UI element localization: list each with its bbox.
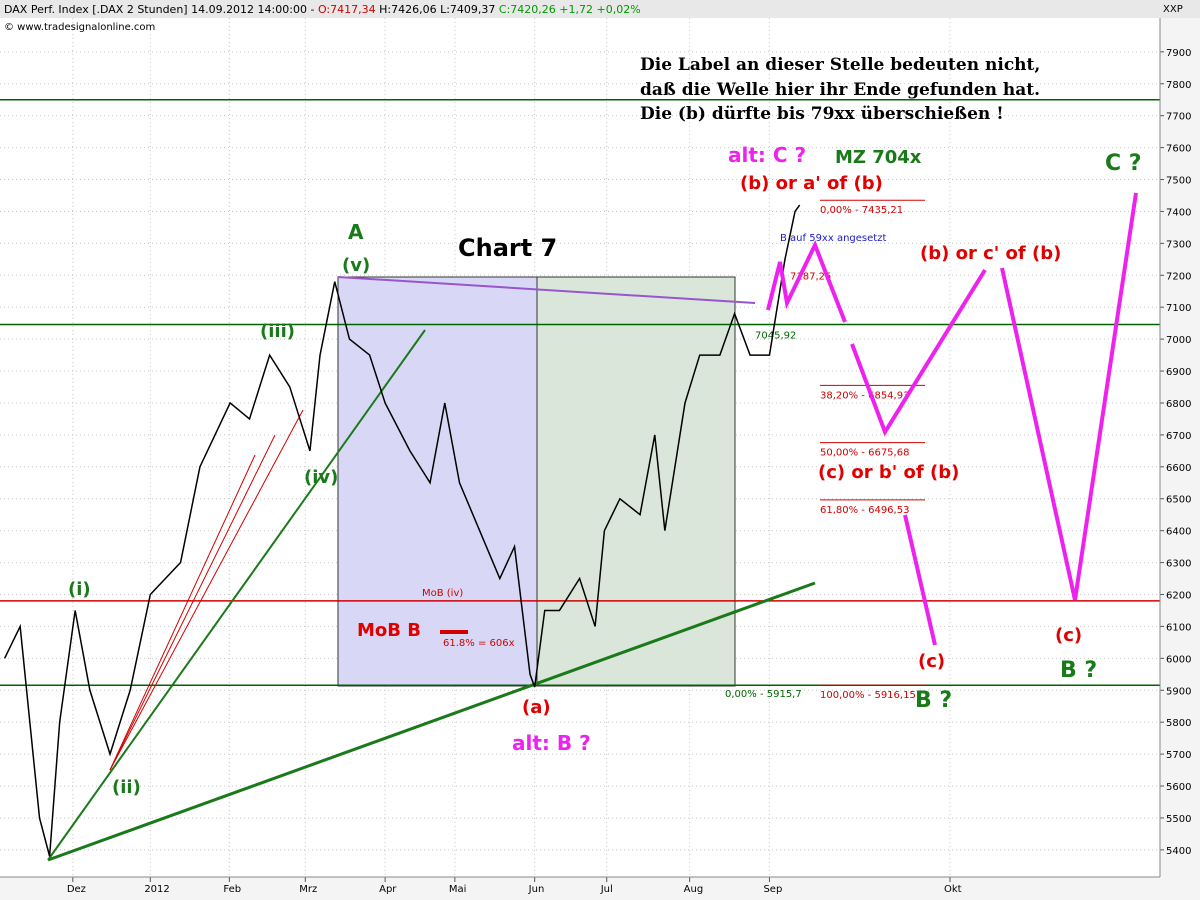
x-tick-label: Okt xyxy=(944,884,962,895)
x-tick-label: Aug xyxy=(684,884,704,895)
y-tick-label: 6300 xyxy=(1166,559,1191,570)
wave-label: MZ 704x xyxy=(835,147,922,168)
y-tick-label: 6600 xyxy=(1166,463,1191,474)
wave-label: (ii) xyxy=(112,777,141,798)
copyright: © www.tradesignalonline.com xyxy=(4,22,155,33)
y-tick-label: 5400 xyxy=(1166,846,1191,857)
projection-path xyxy=(903,514,937,646)
x-tick-label: Sep xyxy=(763,884,782,895)
y-tick-label: 6200 xyxy=(1166,590,1191,601)
high: H:7426,06 xyxy=(379,3,436,16)
x-tick-label: Mrz xyxy=(299,884,317,895)
y-tick-label: 7400 xyxy=(1166,207,1191,218)
wave-label: (v) xyxy=(342,255,370,276)
header: DAX Perf. Index [.DAX 2 Stunden] 14.09.2… xyxy=(4,3,641,16)
levels: 7045,92 0,00% - 5915,7 0,00% - 7435,21 38,2… xyxy=(0,98,1160,701)
y-tick-label: 6000 xyxy=(1166,654,1191,665)
projection xyxy=(766,192,1138,646)
x-tick-label: Mai xyxy=(449,884,467,895)
projection-path xyxy=(1000,192,1138,601)
y-tick-label: 7500 xyxy=(1166,176,1191,187)
level-label: 0,00% - 5915,7 xyxy=(725,689,802,700)
trendline xyxy=(47,581,816,862)
y-tick-label: 5600 xyxy=(1166,782,1191,793)
note-small: B auf 59xx angesetzt xyxy=(780,233,886,244)
y-tick-label: 6800 xyxy=(1166,399,1191,410)
fib-label: 61,80% - 6496,53 xyxy=(820,505,909,516)
x-tick-label: 2012 xyxy=(144,884,169,895)
wave-label: B ? xyxy=(1060,658,1097,683)
x-tick-label: Jul xyxy=(600,884,613,895)
note-small: 61.8% = 606x xyxy=(443,638,515,649)
fan-line xyxy=(109,434,276,771)
instrument: DAX Perf. Index [.DAX 2 Stunden] 14.09.2… xyxy=(4,3,314,16)
wave-label: (b) or c' of (b) xyxy=(920,243,1061,264)
y-tick-label: 5900 xyxy=(1166,686,1191,697)
note: Die (b) dürfte bis 79xx überschießen ! xyxy=(640,104,1004,124)
fan-line xyxy=(109,454,256,771)
wave-label: (i) xyxy=(68,579,91,600)
wave-label: (c) xyxy=(1055,625,1082,646)
y-tick-label: 7300 xyxy=(1166,239,1191,250)
wave-label: (b) or a' of (b) xyxy=(740,173,883,194)
y-tick-label: 7900 xyxy=(1166,48,1191,59)
y-tick-label: 7800 xyxy=(1166,80,1191,91)
price-label: 7187,25 xyxy=(790,271,831,282)
projection-path xyxy=(850,268,987,437)
trendline xyxy=(47,329,426,861)
fan-line xyxy=(109,409,304,771)
wave-label: (c) or b' of (b) xyxy=(818,462,959,483)
wave-label: (iv) xyxy=(304,467,338,488)
fib-label: 50,00% - 6675,68 xyxy=(820,448,909,459)
y-tick-label: 6100 xyxy=(1166,622,1191,633)
projection-path xyxy=(766,239,847,323)
header-bar xyxy=(0,0,1200,18)
trendlines xyxy=(47,276,816,862)
x-tick-label: Feb xyxy=(223,884,241,895)
wave-label: (a) xyxy=(522,697,551,718)
fib-label: 100,00% - 5916,15 xyxy=(820,690,916,701)
fib-label: 0,00% - 7435,21 xyxy=(820,205,903,216)
wave-label: MoB B xyxy=(357,620,421,641)
y-tick-label: 5800 xyxy=(1166,718,1191,729)
y-tick-label: 7200 xyxy=(1166,271,1191,282)
trendline xyxy=(337,276,756,304)
open: O:7417,34 xyxy=(318,3,376,16)
box-green xyxy=(536,276,736,687)
price-line xyxy=(3,204,801,857)
y-tick-label: 7000 xyxy=(1166,335,1191,346)
box-blue xyxy=(337,276,538,687)
note-small: MoB (iv) xyxy=(422,588,463,599)
y-tick-label: 7100 xyxy=(1166,303,1191,314)
chart-label: Chart 7 xyxy=(458,234,557,262)
level-label: 7045,92 xyxy=(755,330,796,341)
y-tick-label: 6700 xyxy=(1166,431,1191,442)
x-tick-label: Apr xyxy=(379,884,397,895)
wave-label: B ? xyxy=(915,688,952,713)
close: C:7420,26 +1,72 +0,02% xyxy=(499,3,641,16)
axis-label: XXP xyxy=(1163,4,1183,15)
wave-label: alt: B ? xyxy=(512,731,591,755)
wave-label: (c) xyxy=(918,651,945,672)
y-tick-label: 7700 xyxy=(1166,112,1191,123)
y-tick-label: 5700 xyxy=(1166,750,1191,761)
note: daß die Welle hier ihr Ende gefunden hat… xyxy=(640,80,1040,100)
wave-label: alt: C ? xyxy=(728,143,806,167)
y-tick-label: 6400 xyxy=(1166,527,1191,538)
wave-label: (iii) xyxy=(260,321,295,342)
y-tick-label: 7600 xyxy=(1166,144,1191,155)
low: L:7409,37 xyxy=(440,3,495,16)
y-tick-label: 6900 xyxy=(1166,367,1191,378)
y-tick-label: 5500 xyxy=(1166,814,1191,825)
wave-label: A xyxy=(348,220,364,244)
price-series xyxy=(3,204,801,857)
fib-label: 38,20% - 6854,93 xyxy=(820,390,909,401)
y-tick-label: 6500 xyxy=(1166,495,1191,506)
annotations: Die Label an dieser Stelle bedeuten nich… xyxy=(68,55,1142,798)
note: Die Label an dieser Stelle bedeuten nich… xyxy=(640,55,1040,75)
x-tick-label: Jun xyxy=(528,884,545,895)
x-tick-label: Dez xyxy=(67,884,86,895)
wave-label: C ? xyxy=(1105,151,1142,176)
